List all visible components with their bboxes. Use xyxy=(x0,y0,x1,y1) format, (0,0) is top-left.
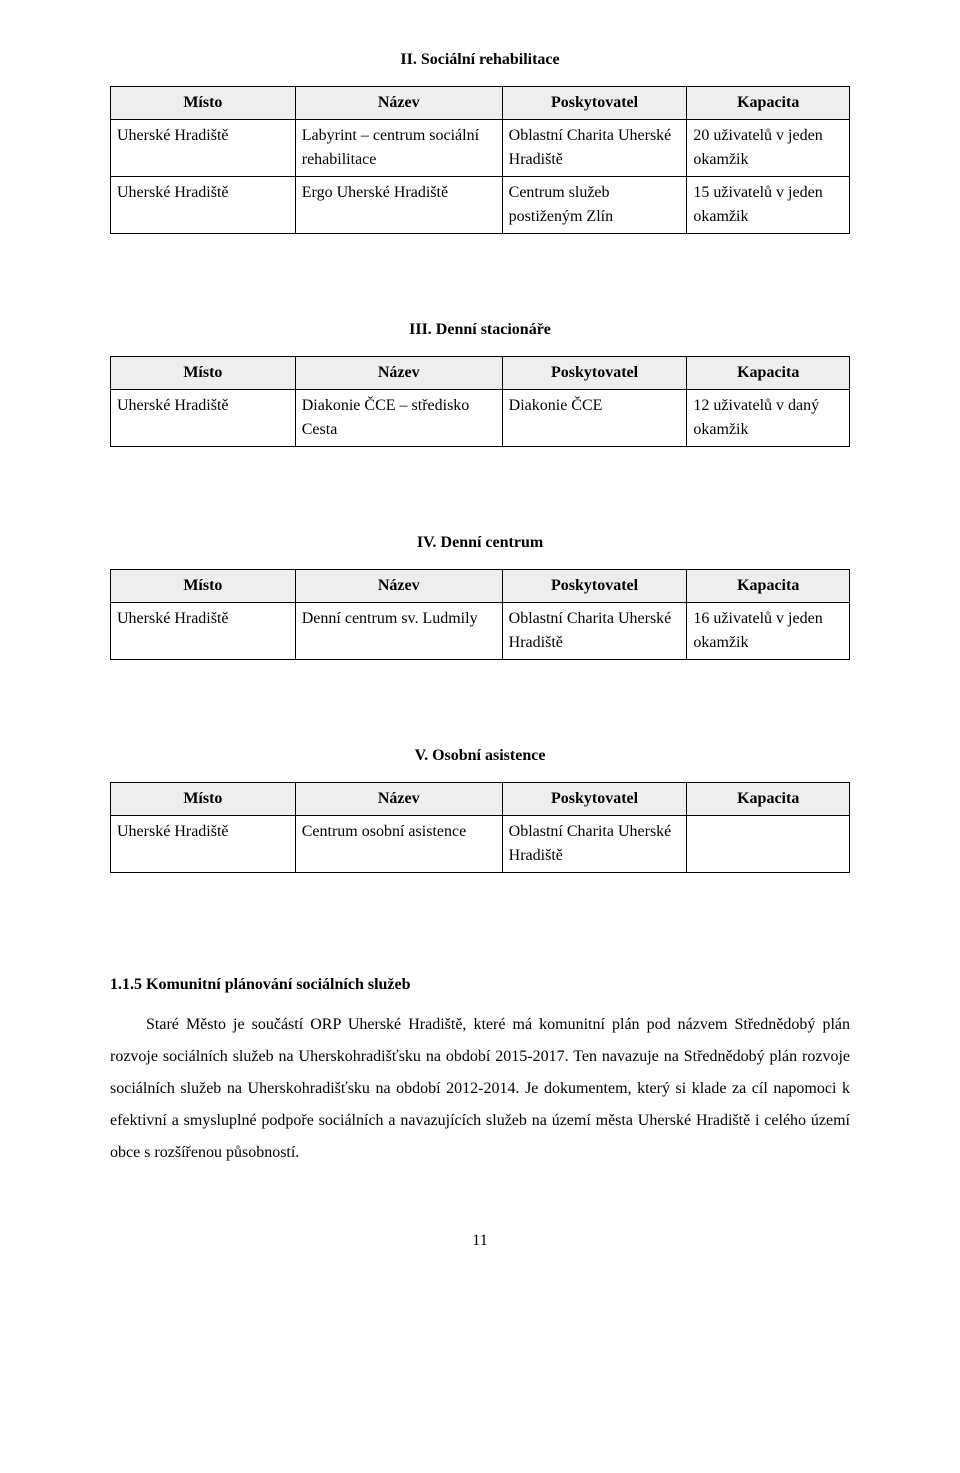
table-cell: Diakonie ČCE xyxy=(502,390,687,447)
paragraph-body: Staré Město je součástí ORP Uherské Hrad… xyxy=(110,1009,850,1169)
table-cell: Oblastní Charita Uherské Hradiště xyxy=(502,120,687,177)
table-cell: Uherské Hradiště xyxy=(111,120,296,177)
table-cell xyxy=(687,816,850,873)
page-number: 11 xyxy=(110,1229,850,1253)
col-header: Místo xyxy=(111,357,296,390)
section-4-title: IV. Denní centrum xyxy=(110,531,850,555)
col-header: Poskytovatel xyxy=(502,783,687,816)
table-cell: Uherské Hradiště xyxy=(111,603,296,660)
table-section-4: Místo Název Poskytovatel Kapacita Uhersk… xyxy=(110,569,850,660)
table-section-5: Místo Název Poskytovatel Kapacita Uhersk… xyxy=(110,782,850,873)
table-cell: Uherské Hradiště xyxy=(111,816,296,873)
table-header-row: Místo Název Poskytovatel Kapacita xyxy=(111,357,850,390)
table-cell: Uherské Hradiště xyxy=(111,177,296,234)
subheading-1-1-5: 1.1.5 Komunitní plánování sociálních slu… xyxy=(110,973,850,997)
col-header: Poskytovatel xyxy=(502,357,687,390)
table-cell: 16 uživatelů v jeden okamžik xyxy=(687,603,850,660)
col-header: Místo xyxy=(111,570,296,603)
col-header: Název xyxy=(295,783,502,816)
table-cell: Centrum osobní asistence xyxy=(295,816,502,873)
table-cell: Oblastní Charita Uherské Hradiště xyxy=(502,816,687,873)
table-cell: Labyrint – centrum sociální rehabilitace xyxy=(295,120,502,177)
col-header: Místo xyxy=(111,783,296,816)
table-row: Uherské Hradiště Ergo Uherské Hradiště C… xyxy=(111,177,850,234)
table-cell: Ergo Uherské Hradiště xyxy=(295,177,502,234)
table-section-3: Místo Název Poskytovatel Kapacita Uhersk… xyxy=(110,356,850,447)
col-header: Místo xyxy=(111,87,296,120)
table-section-2: Místo Název Poskytovatel Kapacita Uhersk… xyxy=(110,86,850,234)
section-3-title: III. Denní stacionáře xyxy=(110,318,850,342)
section-5-title: V. Osobní asistence xyxy=(110,744,850,768)
col-header: Název xyxy=(295,570,502,603)
col-header: Název xyxy=(295,357,502,390)
table-header-row: Místo Název Poskytovatel Kapacita xyxy=(111,783,850,816)
col-header: Kapacita xyxy=(687,783,850,816)
col-header: Kapacita xyxy=(687,570,850,603)
table-cell: Uherské Hradiště xyxy=(111,390,296,447)
section-2-title: II. Sociální rehabilitace xyxy=(110,48,850,72)
table-cell: 20 uživatelů v jeden okamžik xyxy=(687,120,850,177)
col-header: Poskytovatel xyxy=(502,87,687,120)
table-cell: Oblastní Charita Uherské Hradiště xyxy=(502,603,687,660)
col-header: Kapacita xyxy=(687,87,850,120)
table-cell: Centrum služeb postiženým Zlín xyxy=(502,177,687,234)
col-header: Kapacita xyxy=(687,357,850,390)
table-cell: 15 uživatelů v jeden okamžik xyxy=(687,177,850,234)
table-row: Uherské Hradiště Centrum osobní asistenc… xyxy=(111,816,850,873)
table-cell: Diakonie ČCE – středisko Cesta xyxy=(295,390,502,447)
table-header-row: Místo Název Poskytovatel Kapacita xyxy=(111,570,850,603)
table-cell: Denní centrum sv. Ludmily xyxy=(295,603,502,660)
col-header: Název xyxy=(295,87,502,120)
col-header: Poskytovatel xyxy=(502,570,687,603)
table-row: Uherské Hradiště Diakonie ČCE – středisk… xyxy=(111,390,850,447)
table-cell: 12 uživatelů v daný okamžik xyxy=(687,390,850,447)
table-row: Uherské Hradiště Labyrint – centrum soci… xyxy=(111,120,850,177)
table-row: Uherské Hradiště Denní centrum sv. Ludmi… xyxy=(111,603,850,660)
table-header-row: Místo Název Poskytovatel Kapacita xyxy=(111,87,850,120)
